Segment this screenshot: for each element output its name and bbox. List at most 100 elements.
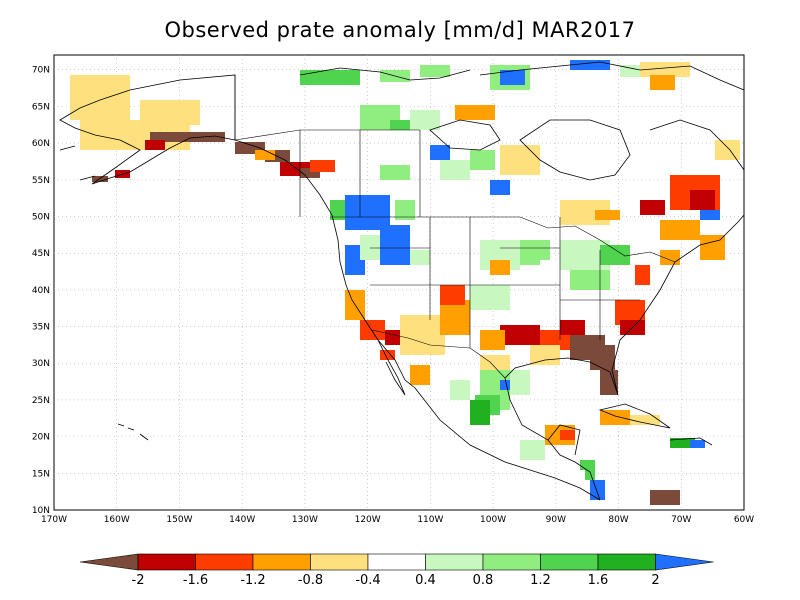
colorbar-swatch: [597, 553, 656, 571]
anomaly-cell: [480, 355, 510, 370]
coastlines: [59, 61, 745, 501]
anomaly-cell: [560, 430, 575, 440]
anomaly-cell: [590, 345, 615, 370]
colorbar: -2 -1.6 -1.2 -0.8 -0.4 0.4 0.8 1.2 1.6 2: [79, 553, 714, 588]
latitude-tick-label: 65N: [32, 102, 50, 112]
anomaly-cell: [630, 415, 660, 425]
latitude-tick-label: 15N: [32, 469, 50, 479]
anomaly-cell: [500, 325, 540, 345]
anomaly-cells: [70, 60, 740, 505]
colorbar-swatch: [482, 553, 541, 571]
anomaly-cell: [510, 370, 530, 395]
colorbar-label: -1.2: [240, 573, 265, 588]
anomaly-cell: [490, 260, 510, 275]
anomaly-cell: [500, 145, 540, 175]
longitude-labels: 170W 160W 150W 140W 130W 120W 110W 100W 90W 80W 70…: [41, 515, 754, 525]
latitude-labels: 70N 65N 60N 55N 50N 45N 40N 35N 30N 25N 20N 15N 10N: [32, 66, 50, 516]
anomaly-cell: [470, 400, 490, 425]
colorbar-swatch: [367, 553, 426, 571]
anomaly-cell: [400, 315, 445, 355]
anomaly-cell: [560, 320, 585, 335]
anomaly-cell: [310, 160, 335, 172]
longitude-tick-label: 130W: [292, 515, 318, 525]
anomaly-cell: [385, 330, 400, 345]
anomaly-cell: [470, 150, 495, 170]
latitude-tick-label: 70N: [32, 66, 50, 76]
anomaly-cell: [380, 225, 410, 265]
anomaly-cell: [395, 200, 415, 220]
colorbar-label: 0.8: [473, 573, 494, 588]
anomaly-cell: [92, 176, 108, 182]
colorbar-label: 2: [651, 573, 659, 588]
anomaly-cell: [650, 490, 680, 505]
anomaly-cell: [390, 120, 410, 130]
anomaly-cell: [300, 70, 360, 85]
latitude-tick-label: 45N: [32, 249, 50, 259]
latitude-tick-label: 50N: [32, 212, 50, 222]
longitude-tick-label: 150W: [166, 515, 192, 525]
anomaly-cell: [140, 100, 200, 125]
anomaly-cell: [660, 250, 680, 265]
anomaly-cell: [330, 200, 345, 220]
longitude-tick-label: 140W: [229, 515, 255, 525]
colorbar-swatch: [425, 553, 484, 571]
anomaly-cell: [570, 60, 610, 70]
colorbar-label: -1.6: [183, 573, 208, 588]
anomaly-cell: [570, 270, 610, 290]
longitude-tick-label: 90W: [546, 515, 566, 525]
anomaly-cell: [70, 75, 130, 120]
colorbar-arrow-low: [79, 553, 139, 571]
anomaly-cell: [620, 65, 640, 77]
colorbar-swatch: [540, 553, 599, 571]
political-borders: [234, 75, 676, 379]
longitude-tick-label: 170W: [41, 515, 67, 525]
anomaly-cell: [470, 285, 510, 310]
latitude-tick-label: 55N: [32, 176, 50, 186]
anomaly-cell: [670, 438, 695, 448]
anomaly-cell: [560, 470, 585, 490]
anomaly-cell: [430, 145, 450, 160]
anomaly-cell: [150, 132, 225, 142]
latitude-tick-label: 40N: [32, 286, 50, 296]
longitude-tick-label: 160W: [104, 515, 130, 525]
anomaly-cell: [500, 380, 510, 390]
anomaly-cell: [360, 235, 380, 260]
anomaly-cell: [600, 410, 630, 425]
anomaly-cell: [490, 180, 510, 195]
latitude-tick-label: 60N: [32, 139, 50, 149]
anomaly-cell: [690, 440, 705, 448]
longitude-tick-label: 60W: [734, 515, 754, 525]
anomaly-cell: [145, 140, 165, 150]
anomaly-cell: [410, 365, 430, 385]
anomaly-cell: [640, 62, 690, 77]
anomaly-cell: [480, 330, 505, 350]
anomaly-cell: [345, 195, 390, 230]
colorbar-label: 1.2: [530, 573, 551, 588]
colorbar-label: -0.8: [298, 573, 323, 588]
anomaly-cell: [700, 210, 720, 220]
colorbar-swatch: [310, 553, 369, 571]
longitude-tick-label: 100W: [480, 515, 506, 525]
anomaly-cell: [455, 105, 495, 120]
anomaly-cell: [380, 350, 395, 360]
longitude-tick-label: 70W: [671, 515, 691, 525]
colorbar-label: -2: [132, 573, 145, 588]
anomaly-cell: [660, 220, 700, 240]
colorbar-label: 0.4: [415, 573, 436, 588]
anomaly-cell: [255, 150, 275, 160]
colorbar-swatch: [195, 553, 254, 571]
longitude-tick-label: 110W: [417, 515, 443, 525]
longitude-tick-label: 120W: [355, 515, 381, 525]
latitude-tick-label: 30N: [32, 359, 50, 369]
colorbar-swatch: [137, 553, 196, 571]
longitude-tick-label: 80W: [608, 515, 628, 525]
anomaly-cell: [410, 250, 430, 265]
anomaly-cell: [690, 190, 715, 210]
anomaly-cell: [440, 285, 465, 305]
colorbar-label: 1.6: [588, 573, 609, 588]
colorbar-arrow-high: [655, 553, 714, 571]
anomaly-cell: [440, 160, 470, 180]
anomaly-cell: [420, 65, 450, 77]
anomaly-cell: [590, 480, 605, 500]
anomaly-cell: [380, 165, 410, 180]
